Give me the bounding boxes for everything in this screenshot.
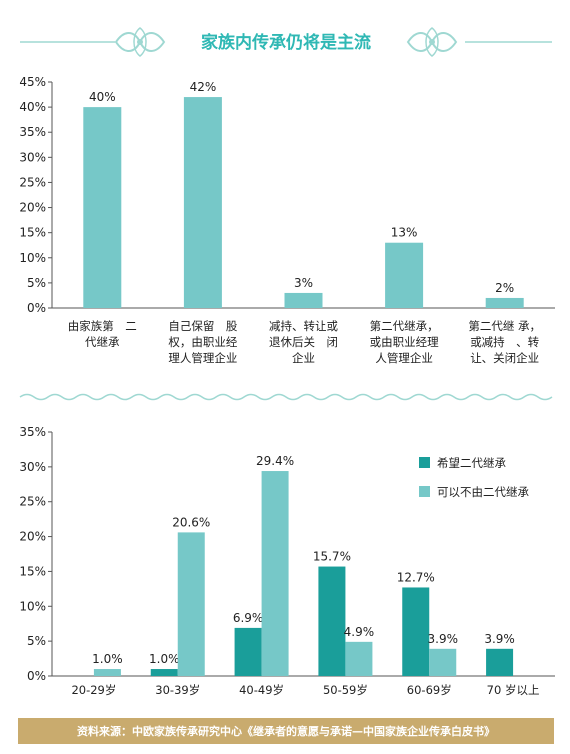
legend-swatch bbox=[419, 486, 430, 497]
header: 家族内传承仍将是主流 bbox=[20, 27, 552, 57]
bar bbox=[93, 669, 121, 676]
category-label-line: 第二代继承， bbox=[370, 319, 439, 333]
chart-1: 0% 5% 10% 15% 20% 25% 30% 35% 40% 45% 40% 由家族第 二代继承… bbox=[19, 75, 555, 365]
category-label-line: 退休后关 闭 bbox=[269, 335, 338, 349]
category-label-line: 或减持 、转 bbox=[470, 335, 539, 349]
data-label: 1.0% bbox=[92, 652, 123, 666]
category-label-line: 第二代继 承， bbox=[468, 319, 541, 333]
legend-swatch bbox=[419, 457, 430, 468]
category-label: 30-39岁 bbox=[155, 683, 200, 697]
y-tick-label: 5% bbox=[27, 634, 46, 648]
category-label: 第二代继承， 或由职业经理人管理企业 bbox=[370, 319, 439, 365]
chart-title: 家族内传承仍将是主流 bbox=[201, 32, 371, 53]
category-label: 20-29岁 bbox=[71, 683, 116, 697]
data-label: 3.9% bbox=[428, 632, 459, 646]
y-tick-label: 30% bbox=[19, 460, 46, 474]
category-label-line: 企业 bbox=[292, 351, 315, 365]
y-tick-label: 15% bbox=[19, 564, 46, 578]
source-note: 资料来源：中欧家族传承研究中心《继承者的意愿与承诺—中国家族企业传承白皮书》 bbox=[77, 724, 495, 738]
category-label: 40-49岁 bbox=[239, 683, 284, 697]
y-tick-label: 25% bbox=[19, 175, 46, 189]
bar bbox=[234, 627, 262, 676]
y-tick-label: 20% bbox=[19, 201, 46, 215]
y-tick-label: 35% bbox=[19, 125, 46, 139]
data-label: 42% bbox=[190, 80, 217, 94]
bar bbox=[485, 297, 524, 308]
data-label: 13% bbox=[391, 226, 418, 240]
data-label: 29.4% bbox=[256, 454, 294, 468]
category-label-line: 减持、转让或 bbox=[269, 319, 338, 333]
category-label: 50-59岁 bbox=[323, 683, 368, 697]
data-label: 40% bbox=[89, 90, 116, 104]
category-label: 70 岁以上 bbox=[487, 683, 540, 697]
y-tick-label: 35% bbox=[19, 425, 46, 439]
source-footer: 资料来源：中欧家族传承研究中心《继承者的意愿与承诺—中国家族企业传承白皮书》 bbox=[18, 718, 554, 744]
y-tick-label: 0% bbox=[27, 301, 46, 315]
data-label: 2% bbox=[495, 281, 514, 295]
category-label: 自己保留 股权，由职业经理人管理企业 bbox=[168, 319, 237, 365]
category-label-line: 理人管理企业 bbox=[168, 351, 237, 365]
y-tick-label: 30% bbox=[19, 150, 46, 164]
y-tick-label: 15% bbox=[19, 226, 46, 240]
data-label: 12.7% bbox=[397, 570, 435, 584]
ornament-left-icon bbox=[114, 27, 166, 57]
y-tick-label: 20% bbox=[19, 530, 46, 544]
data-label: 20.6% bbox=[172, 515, 210, 529]
category-label: 由家族第 二代继承 bbox=[68, 319, 137, 349]
category-label: 60-69岁 bbox=[407, 683, 452, 697]
bar bbox=[385, 242, 424, 308]
legend-label: 希望二代继承 bbox=[437, 456, 506, 470]
bar bbox=[183, 97, 222, 308]
category-label: 减持、转让或退休后关 闭企业 bbox=[269, 319, 338, 365]
category-label-line: 自己保留 股 bbox=[168, 319, 237, 333]
data-label: 6.9% bbox=[233, 611, 264, 625]
category-label-line: 或由职业经理 bbox=[370, 335, 439, 349]
data-label: 3% bbox=[294, 276, 313, 290]
bar bbox=[429, 648, 457, 676]
legend-label: 可以不由二代继承 bbox=[437, 485, 529, 499]
section-divider bbox=[19, 393, 553, 401]
category-label: 第二代继 承， 或减持 、转让、关闭企业 bbox=[468, 319, 541, 365]
y-tick-label: 25% bbox=[19, 495, 46, 509]
bar bbox=[486, 648, 514, 676]
category-label-line: 人管理企业 bbox=[375, 351, 433, 365]
category-label-line: 代继承 bbox=[85, 335, 120, 349]
chart-2: 0% 5% 10% 15% 20% 25% 30% 35% 1.0% 20-29岁 1.0% 20.6… bbox=[19, 425, 555, 697]
bar bbox=[83, 107, 122, 308]
y-tick-label: 10% bbox=[19, 599, 46, 613]
category-label-line: 让、关闭企业 bbox=[470, 351, 539, 365]
bar bbox=[261, 471, 289, 676]
y-tick-label: 40% bbox=[19, 100, 46, 114]
data-label: 4.9% bbox=[344, 625, 375, 639]
bar bbox=[177, 532, 205, 676]
y-tick-label: 45% bbox=[19, 75, 46, 89]
y-tick-label: 0% bbox=[27, 669, 46, 683]
data-label: 15.7% bbox=[313, 550, 351, 564]
data-label: 3.9% bbox=[484, 632, 515, 646]
footer-band bbox=[18, 718, 554, 744]
bar bbox=[318, 566, 346, 676]
y-tick-label: 5% bbox=[27, 276, 46, 290]
ornament-right-icon bbox=[406, 27, 458, 57]
category-label-line: 权，由职业经 bbox=[168, 335, 237, 349]
bar bbox=[345, 641, 373, 676]
y-tick-label: 10% bbox=[19, 251, 46, 265]
bar bbox=[402, 587, 430, 676]
bar bbox=[150, 669, 178, 676]
data-label: 1.0% bbox=[149, 652, 180, 666]
bar bbox=[284, 292, 323, 308]
category-label-line: 由家族第 二 bbox=[68, 319, 137, 333]
